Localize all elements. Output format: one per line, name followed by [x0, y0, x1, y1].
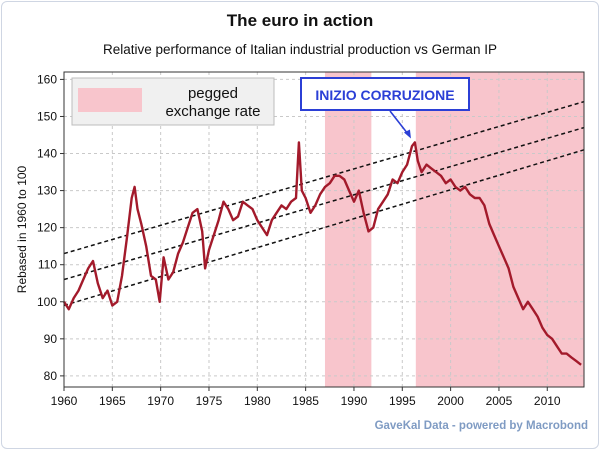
y-tick-label: 110 — [38, 258, 57, 272]
legend-label: pegged exchange rate — [165, 85, 260, 120]
y-tick-label: 120 — [37, 221, 57, 235]
x-tick-label: 1965 — [99, 394, 126, 408]
series-lines — [62, 141, 582, 366]
series-line-1 — [62, 141, 582, 366]
shaded-period-2 — [415, 72, 584, 387]
y-tick-label: 80 — [44, 369, 58, 383]
trend-line-1 — [63, 100, 585, 255]
x-tick-label: 2000 — [437, 394, 464, 408]
source-credit: GaveKal Data - powered by Macrobond — [374, 420, 588, 432]
legend: pegged exchange rate — [71, 77, 275, 126]
x-axis-ticks: 1960 1965 1970 1975 1980 1985 1990 1995 2000 2005… — [51, 387, 561, 408]
chart-title: The euro in action — [226, 11, 374, 30]
y-tick-label: 150 — [37, 109, 57, 123]
plot-area-border — [63, 71, 585, 388]
x-tick-label: 2010 — [534, 394, 561, 408]
y-axis-label: Rebased in 1960 to 100 — [15, 165, 29, 293]
grid-lines — [63, 72, 584, 387]
y-tick-label: 100 — [37, 295, 57, 309]
x-tick-label: 1960 — [51, 394, 78, 408]
annotation-arrowhead — [403, 129, 411, 139]
x-tick-label: 2005 — [486, 394, 513, 408]
trend-lines — [63, 100, 585, 307]
x-tick-label: 1970 — [147, 394, 174, 408]
y-tick-label: 160 — [37, 72, 57, 86]
annotation-box — [300, 77, 470, 111]
y-axis-ticks: 80 90 100 110 120 130 140 150 160 — [37, 72, 64, 383]
y-tick-label: 90 — [44, 332, 58, 346]
x-tick-label: 1980 — [244, 394, 271, 408]
trend-line-2 — [63, 126, 585, 281]
shaded-periods — [324, 72, 584, 387]
y-tick-label: 140 — [37, 147, 57, 161]
shaded-period-1 — [324, 72, 372, 387]
x-tick-label: 1975 — [196, 394, 223, 408]
legend-swatch — [78, 88, 142, 112]
x-tick-label: 1990 — [341, 394, 368, 408]
y-tick-label: 130 — [37, 184, 57, 198]
annotation-text: INIZIO CORRUZIONE — [315, 87, 454, 103]
x-tick-label: 1985 — [292, 394, 319, 408]
chart-subtitle: Relative performance of Italian industri… — [103, 42, 497, 57]
annotation: INIZIO CORRUZIONE — [300, 77, 470, 139]
x-tick-label: 1995 — [389, 394, 416, 408]
